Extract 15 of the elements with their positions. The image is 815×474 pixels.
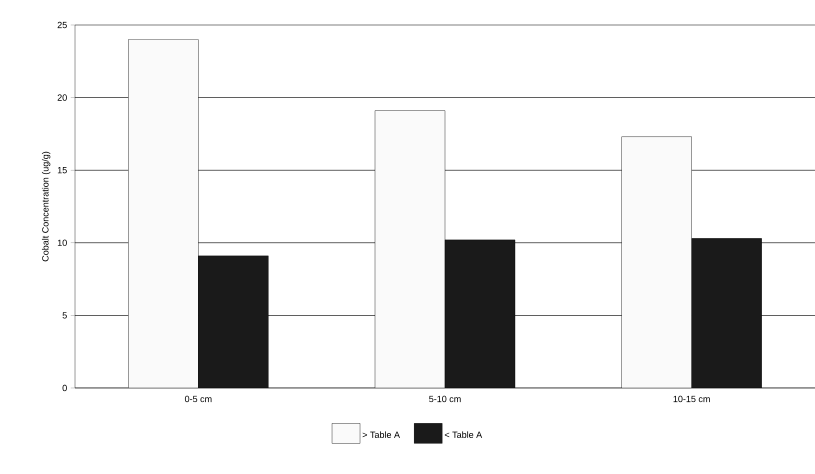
x-tick-label: 0-5 cm	[184, 396, 212, 402]
y-tick-label: 5	[62, 312, 67, 319]
y-tick-label: 20	[58, 94, 67, 101]
legend-label: < Table A	[444, 431, 482, 438]
y-axis-title: Cobalt Concentration (ug/g)	[42, 152, 50, 262]
y-tick-label: 0	[62, 384, 67, 392]
y-tick-label: 25	[58, 22, 67, 28]
y-tick-label: 15	[58, 167, 67, 174]
x-tick-label: 5-10 cm	[429, 396, 461, 402]
bar	[444, 240, 516, 388]
y-tick-label: 10	[58, 240, 67, 246]
bar	[198, 256, 269, 388]
legend-label: > Table A	[362, 431, 400, 438]
x-tick-label: 10-15 cm	[674, 396, 710, 402]
bar	[691, 238, 762, 388]
